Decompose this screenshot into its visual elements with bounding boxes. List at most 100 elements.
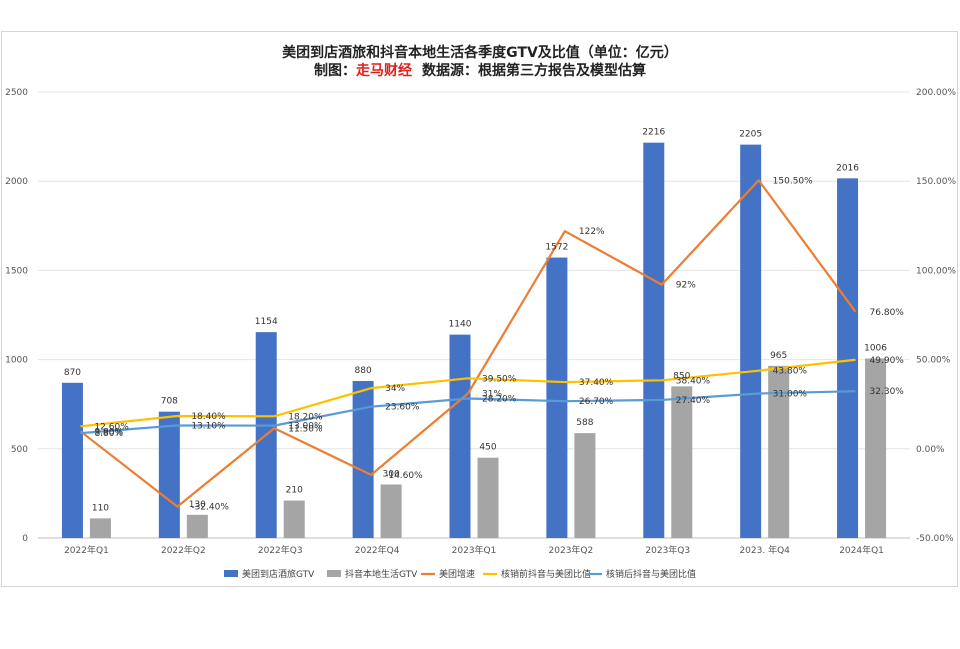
bar-data-label: 2205: [739, 130, 762, 140]
line-data-label: 8.80%: [94, 429, 123, 439]
line-data-label: 31%: [482, 389, 502, 399]
bar: [158, 411, 180, 538]
y-left-tick-label: 2500: [5, 88, 28, 98]
line-data-label: 28.20%: [482, 394, 517, 404]
bar: [768, 365, 790, 538]
x-tick-label: 2023. 年Q4: [739, 544, 790, 556]
x-tick-label: 2023年Q2: [549, 544, 594, 556]
legend-label: 美团增速: [439, 568, 475, 580]
bar-data-label: 708: [161, 397, 178, 407]
y-left-tick-label: 0: [22, 534, 28, 544]
bars-layer: [61, 142, 887, 539]
bar: [352, 381, 374, 538]
series-line: [80, 358, 856, 428]
y-left-tick-label: 500: [11, 445, 28, 455]
line-data-label: 18.40%: [191, 412, 226, 422]
bar: [283, 500, 305, 538]
line-data-label: 11.50%: [288, 424, 323, 434]
bar: [546, 257, 568, 538]
axis-layer: 0 -50.00% 500 0.00% 1000 50.00% 1500 100.00% 200…: [5, 88, 956, 556]
bar-data-label: 1006: [864, 344, 887, 354]
legend-swatch: [327, 570, 341, 577]
line-data-label: 92%: [676, 281, 696, 291]
x-tick-label: 2022年Q1: [64, 544, 109, 556]
line-data-label: 13.10%: [191, 421, 226, 431]
line-data-label: 13.00%: [288, 422, 323, 432]
bar: [89, 518, 111, 538]
legend-label: 美团到店酒旅GTV: [242, 568, 315, 580]
y-right-tick-label: 0.00%: [916, 445, 945, 455]
line-data-label: 18.20%: [288, 412, 323, 422]
bar: [643, 142, 665, 539]
bar-data-label: 588: [576, 418, 593, 428]
y-right-tick-label: 50.00%: [916, 356, 951, 366]
y-left-tick-label: 1000: [5, 356, 28, 366]
bar-data-label: 965: [770, 351, 787, 361]
y-right-tick-label: 100.00%: [916, 266, 956, 276]
x-tick-label: 2022年Q4: [355, 544, 400, 556]
series-line: [80, 390, 856, 435]
line-data-label: 32.30%: [870, 387, 905, 397]
legend: 美团到店酒旅GTV 抖音本地生活GTV 美团增速 核销前抖音与美团比值 核销后抖音与美团…: [224, 568, 696, 580]
line-data-label: 76.80%: [870, 308, 905, 318]
bar-data-label: 130: [189, 500, 206, 510]
bar: [574, 433, 596, 538]
bar-data-label: 1154: [255, 317, 278, 327]
line-data-label: -14.60%: [385, 471, 423, 481]
y-right-tick-label: 150.00%: [916, 177, 956, 187]
subtitle-brand: 走马财经: [356, 62, 412, 79]
line-data-label: 150.50%: [773, 176, 813, 186]
y-right-tick-label: 200.00%: [916, 88, 956, 98]
bar: [477, 457, 499, 538]
line-data-label: -32.40%: [191, 503, 229, 513]
legend-label: 抖音本地生活GTV: [345, 568, 418, 580]
bar-data-label: 870: [64, 368, 81, 378]
line-data-label: 39.50%: [482, 374, 517, 384]
bar-data-label: 1140: [449, 320, 472, 330]
bar: [380, 484, 402, 538]
bar-data-label: 210: [286, 486, 303, 496]
bar-data-label: 2016: [836, 163, 859, 173]
legend-label: 核销后抖音与美团比值: [606, 568, 696, 580]
bar-data-label: 2216: [642, 128, 665, 138]
bar: [186, 514, 208, 538]
lines-layer: [79, 179, 857, 508]
subtitle-prefix: 制图：: [314, 62, 356, 79]
chart-subtitle: 制图：走马财经 数据源：根据第三方报告及模型估算: [314, 62, 646, 79]
line-data-label: 37.40%: [579, 378, 614, 388]
bar: [61, 382, 83, 538]
x-tick-label: 2023年Q3: [645, 544, 690, 556]
line-data-label: 26.70%: [579, 397, 614, 407]
bar: [837, 178, 859, 539]
bar-data-label: 110: [92, 503, 109, 513]
bar-data-label: 880: [355, 366, 372, 376]
line-data-label: 27.40%: [676, 396, 711, 406]
line-data-label: 43.80%: [773, 367, 808, 377]
y-left-tick-label: 2000: [5, 177, 28, 187]
line-data-label: 34%: [385, 384, 405, 394]
x-tick-label: 2022年Q3: [258, 544, 303, 556]
bar: [740, 144, 762, 539]
line-data-label: 12.60%: [94, 422, 129, 432]
line-data-label: 9.80%: [94, 427, 123, 437]
bar-data-label: 450: [479, 443, 496, 453]
y-left-tick-label: 1500: [5, 266, 28, 276]
line-data-label: 38.40%: [676, 376, 711, 386]
bar: [671, 386, 693, 538]
x-tick-label: 2024年Q1: [839, 544, 884, 556]
bar-data-label: 300: [383, 469, 400, 479]
bar-data-label: 850: [673, 371, 690, 381]
line-data-label: 49.90%: [870, 356, 905, 366]
line-data-label: 31.00%: [773, 389, 808, 399]
x-tick-label: 2022年Q2: [161, 544, 206, 556]
labels-layer: 870 708 1154 880 1140 1572 2216 2205 2016 110 130 2…: [64, 128, 904, 514]
legend-label: 核销前抖音与美团比值: [501, 568, 591, 580]
chart-title: 美团到店酒旅和抖音本地生活各季度GTV及比值（单位：亿元）: [282, 44, 678, 61]
bar: [449, 334, 471, 538]
x-tick-label: 2023年Q1: [452, 544, 497, 556]
subtitle-source: 数据源：根据第三方报告及模型估算: [422, 62, 646, 79]
bar-data-label: 1572: [545, 243, 568, 253]
bar: [865, 358, 887, 538]
line-data-label: 122%: [579, 227, 605, 237]
